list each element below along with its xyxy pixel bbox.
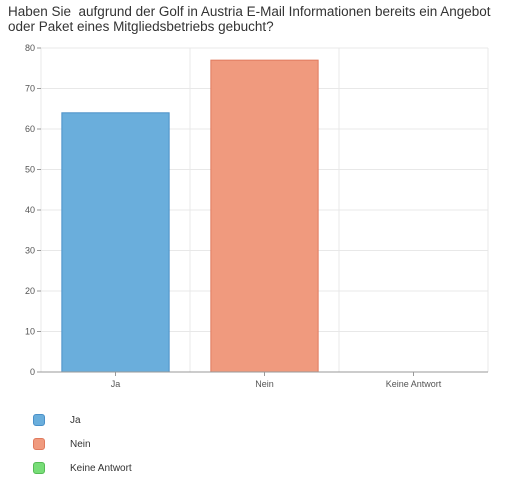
legend-item-nein[interactable]: Nein [33, 432, 132, 456]
bars [61, 59, 319, 373]
legend-item-keine-antwort[interactable]: Keine Antwort [33, 456, 132, 480]
legend-item-ja[interactable]: Ja [33, 408, 132, 432]
y-tick-label: 10 [25, 327, 35, 337]
x-tick-label: Ja [111, 379, 121, 389]
y-axis-ticks: 0 10 20 30 40 50 60 70 80 [25, 43, 41, 377]
x-tick-label: Nein [255, 379, 274, 389]
legend-label: Ja [70, 414, 81, 426]
y-tick-label: 30 [25, 246, 35, 256]
legend: Ja Nein Keine Antwort [33, 408, 132, 480]
legend-label: Keine Antwort [70, 462, 132, 474]
y-tick-label: 80 [25, 43, 35, 53]
legend-label: Nein [70, 438, 91, 450]
x-axis-ticks: Ja Nein Keine Antwort [111, 372, 442, 389]
bar-nein[interactable] [210, 59, 319, 373]
y-tick-label: 20 [25, 286, 35, 296]
x-tick-label: Keine Antwort [386, 379, 442, 389]
y-tick-label: 60 [25, 124, 35, 134]
y-tick-label: 50 [25, 165, 35, 175]
y-tick-label: 0 [30, 367, 35, 377]
legend-swatch [33, 414, 45, 426]
legend-swatch [33, 462, 45, 474]
y-tick-label: 70 [25, 84, 35, 94]
bar-chart: 0 10 20 30 40 50 60 70 80 Ja Nein Keine Antwort [25, 43, 489, 389]
y-tick-label: 40 [25, 205, 35, 215]
chart-title: Haben Sie aufgrund der Golf in Austria E… [8, 4, 495, 34]
legend-swatch [33, 438, 45, 450]
bar-ja[interactable] [61, 112, 170, 373]
